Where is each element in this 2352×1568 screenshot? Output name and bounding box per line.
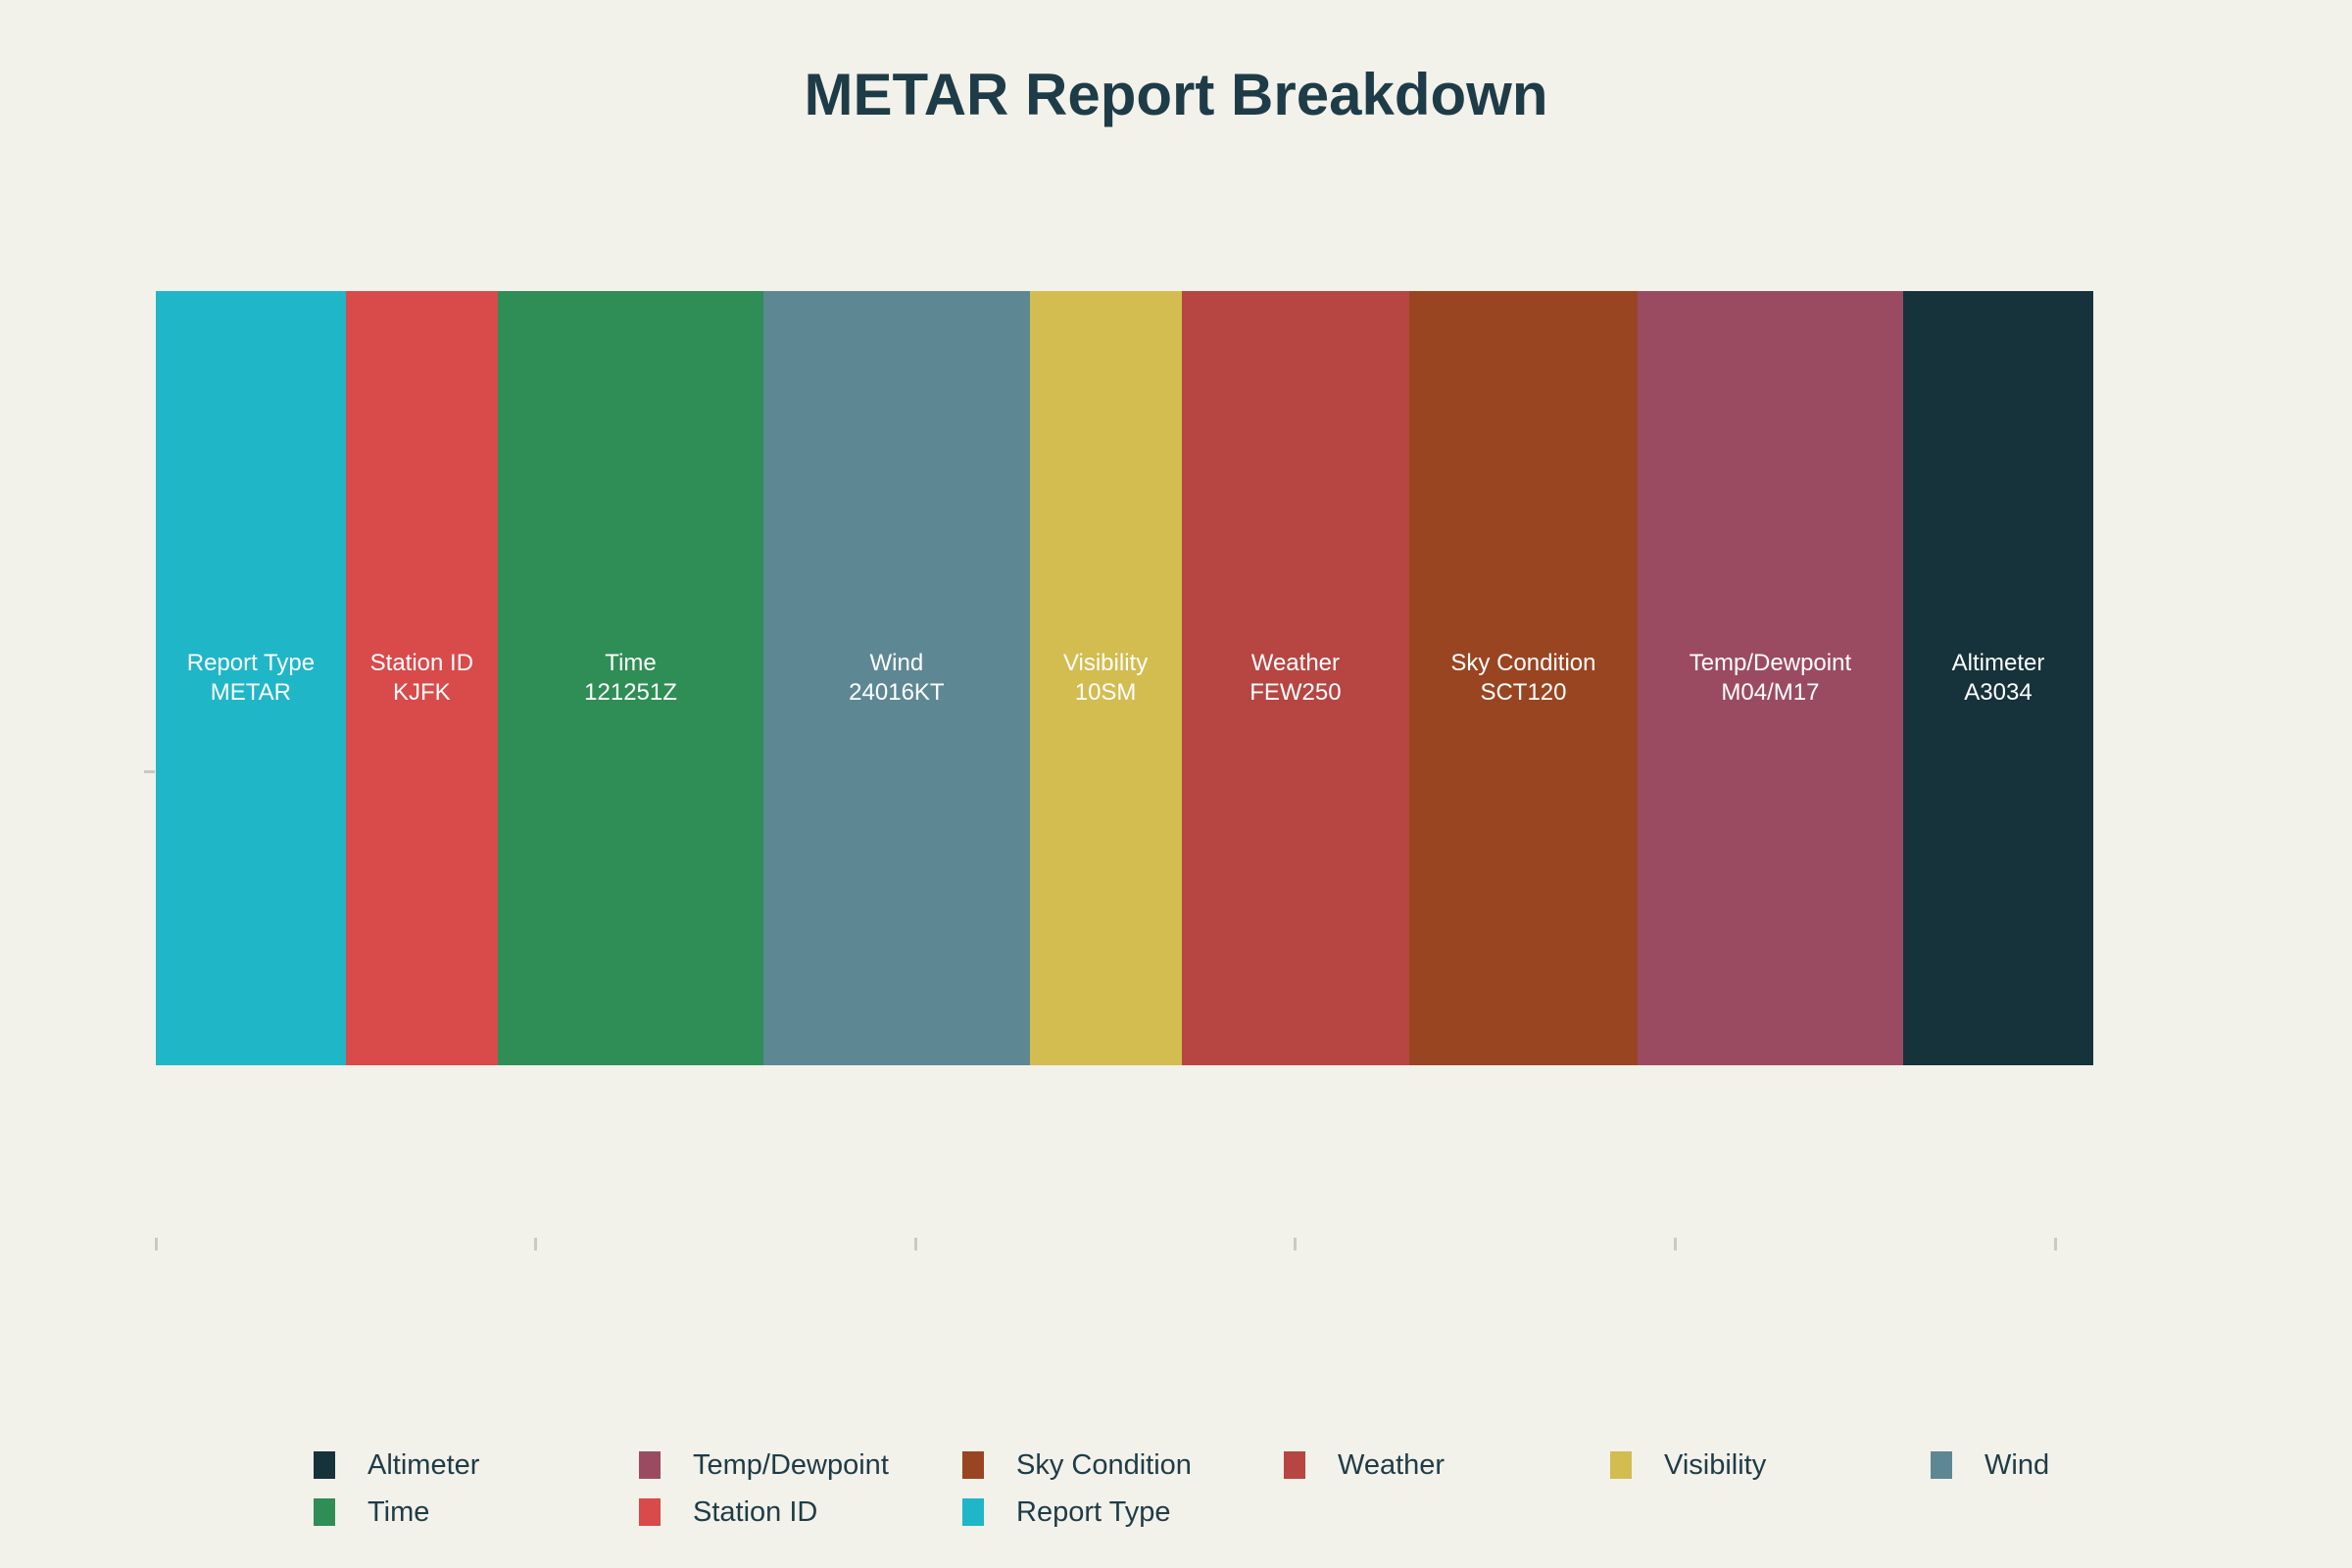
legend-item-label: Sky Condition <box>1016 1448 1192 1481</box>
chart-title: METAR Report Breakdown <box>804 62 1548 127</box>
legend-item-label: Time <box>368 1495 430 1528</box>
legend-swatch-icon <box>962 1498 984 1526</box>
x-axis-tick <box>2053 1238 2057 1250</box>
legend-item[interactable]: Station ID <box>639 1493 817 1532</box>
x-axis-tick <box>154 1238 158 1250</box>
legend-item-label: Weather <box>1338 1448 1446 1481</box>
bar-segment[interactable]: Temp/Dewpoint M04/M17 <box>1637 291 1904 1065</box>
segment-name-label: Wind <box>869 650 924 676</box>
segment-value-label: METAR <box>210 679 292 706</box>
legend-swatch-icon <box>1610 1451 1632 1479</box>
legend-swatch-icon <box>1931 1451 1952 1479</box>
bar-segment[interactable]: Altimeter A3034 <box>1903 291 2093 1065</box>
legend-item-label: Report Type <box>1016 1495 1171 1528</box>
legend-item[interactable]: Time <box>314 1493 429 1532</box>
legend-swatch-icon <box>639 1498 661 1526</box>
legend-swatch-icon <box>639 1451 661 1479</box>
legend-item[interactable]: Altimeter <box>314 1446 479 1485</box>
legend-swatch-icon <box>962 1451 984 1479</box>
segment-value-label: M04/M17 <box>1721 679 1820 706</box>
x-axis-tick <box>1674 1238 1678 1250</box>
segment-value-label: SCT120 <box>1480 679 1567 706</box>
bar-segment[interactable]: Report Type METAR <box>156 291 346 1065</box>
legend-item[interactable]: Report Type <box>962 1493 1170 1532</box>
bar-segment[interactable]: Wind 24016KT <box>763 291 1030 1065</box>
y-axis-tick <box>144 770 155 773</box>
x-axis-tick <box>1294 1238 1298 1250</box>
segment-name-label: Weather <box>1250 650 1341 676</box>
legend-item[interactable]: Weather <box>1284 1446 1445 1485</box>
segment-value-label: 24016KT <box>849 679 945 706</box>
legend-item-label: Wind <box>1984 1448 2050 1481</box>
segment-value-label: A3034 <box>1964 679 2033 706</box>
bar-segment[interactable]: Sky Condition SCT120 <box>1409 291 1638 1065</box>
legend-item[interactable]: Temp/Dewpoint <box>639 1446 889 1485</box>
bar-segment[interactable]: Station ID KJFK <box>345 291 498 1065</box>
bar-segment[interactable]: Time 121251Z <box>497 291 764 1065</box>
segment-value-label: KJFK <box>392 679 451 706</box>
legend-item[interactable]: Visibility <box>1610 1446 1766 1485</box>
legend-item-label: Visibility <box>1664 1448 1767 1481</box>
segment-name-label: Report Type <box>186 650 316 676</box>
segment-name-label: Time <box>605 650 657 676</box>
segment-value-label: FEW250 <box>1250 679 1342 706</box>
x-axis-tick <box>534 1238 538 1250</box>
segment-name-label: Station ID <box>369 650 474 676</box>
legend-item-label: Station ID <box>693 1495 818 1528</box>
legend-swatch-icon <box>314 1451 335 1479</box>
segment-name-label: Visibility <box>1062 650 1149 676</box>
legend-item[interactable]: Wind <box>1931 1446 2049 1485</box>
bar-segment[interactable]: Visibility 10SM <box>1029 291 1182 1065</box>
legend-item-label: Temp/Dewpoint <box>693 1448 889 1481</box>
segment-name-label: Sky Condition <box>1450 650 1596 676</box>
legend-swatch-icon <box>314 1498 335 1526</box>
segment-value-label: 10SM <box>1074 679 1137 706</box>
stacked-bar: Report Type METAR Station ID KJFK Time 1… <box>156 291 2093 1065</box>
bar-segment[interactable]: Weather FEW250 <box>1181 291 1410 1065</box>
legend-item[interactable]: Sky Condition <box>962 1446 1192 1485</box>
segment-name-label: Altimeter <box>1951 650 2045 676</box>
legend-item-label: Altimeter <box>368 1448 480 1481</box>
segment-name-label: Temp/Dewpoint <box>1689 650 1852 676</box>
x-axis-tick <box>913 1238 917 1250</box>
segment-value-label: 121251Z <box>584 679 677 706</box>
legend-swatch-icon <box>1284 1451 1305 1479</box>
